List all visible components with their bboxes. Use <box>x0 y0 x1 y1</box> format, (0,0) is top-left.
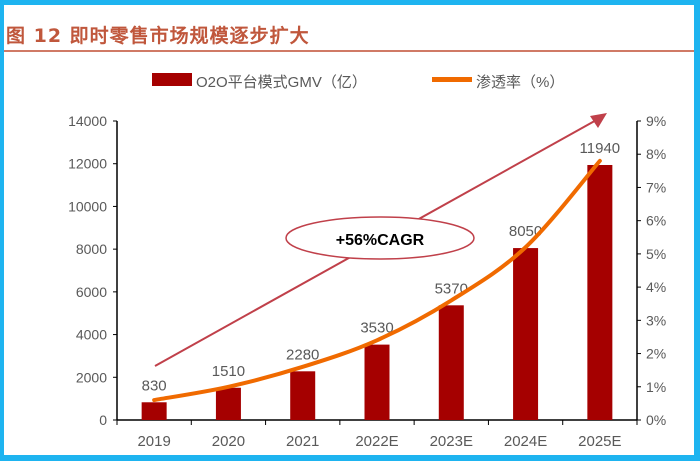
left-tick-label: 12000 <box>68 156 107 172</box>
right-tick-label: 9% <box>646 113 666 129</box>
right-tick-label: 0% <box>646 412 666 428</box>
bar-2024E <box>513 248 539 420</box>
title-divider <box>4 50 694 52</box>
right-tick-label: 3% <box>646 312 666 328</box>
left-tick-label: 10000 <box>68 198 107 214</box>
x-tick-label: 2023E <box>430 433 473 450</box>
bar-2023E <box>438 305 464 420</box>
bar-2020 <box>215 387 241 420</box>
x-tick-label: 2021 <box>286 433 319 450</box>
x-tick-label: 2019 <box>137 433 170 450</box>
bar-2021 <box>290 371 316 420</box>
x-tick-label: 2024E <box>504 433 547 450</box>
right-tick-label: 1% <box>646 379 666 395</box>
left-tick-label: 6000 <box>76 284 107 300</box>
bar-value-label: 11940 <box>580 140 621 157</box>
left-tick-label: 14000 <box>68 113 107 129</box>
x-tick-label: 2025E <box>578 433 621 450</box>
bar-value-label: 2280 <box>286 346 319 363</box>
x-tick-label: 2020 <box>212 433 245 450</box>
bar-2019 <box>141 402 167 420</box>
right-tick-label: 6% <box>646 213 666 229</box>
bar-value-label: 3530 <box>360 320 393 337</box>
legend-label-penetration: 渗透率（%） <box>476 74 564 91</box>
cagr-ellipse <box>285 216 475 260</box>
figure-title: 图 12 即时零售市场规模逐步扩大 <box>6 25 310 47</box>
left-tick-label: 0 <box>99 412 107 428</box>
bar-2022E <box>364 344 390 420</box>
cagr-annotation: +56%CAGR <box>336 232 425 249</box>
right-tick-label: 4% <box>646 279 666 295</box>
x-tick-label: 2022E <box>355 433 398 450</box>
bar-value-label: 830 <box>142 377 167 394</box>
left-tick-label: 8000 <box>76 241 107 257</box>
right-tick-label: 7% <box>646 179 666 195</box>
penetration-line <box>152 158 602 403</box>
left-tick-label: 4000 <box>76 327 107 343</box>
bar-value-label: 1510 <box>212 363 245 380</box>
legend-swatch-penetration <box>432 77 472 82</box>
left-tick-label: 2000 <box>76 369 107 385</box>
right-tick-label: 8% <box>646 146 666 162</box>
right-tick-label: 5% <box>646 246 666 262</box>
legend-swatch-gmv <box>152 73 192 86</box>
legend-label-gmv: O2O平台模式GMV（亿） <box>196 74 367 91</box>
cagr-arrowhead <box>590 113 607 128</box>
bar-value-label: 8050 <box>509 223 542 240</box>
bar-2025E <box>587 164 613 420</box>
right-tick-label: 2% <box>646 346 666 362</box>
